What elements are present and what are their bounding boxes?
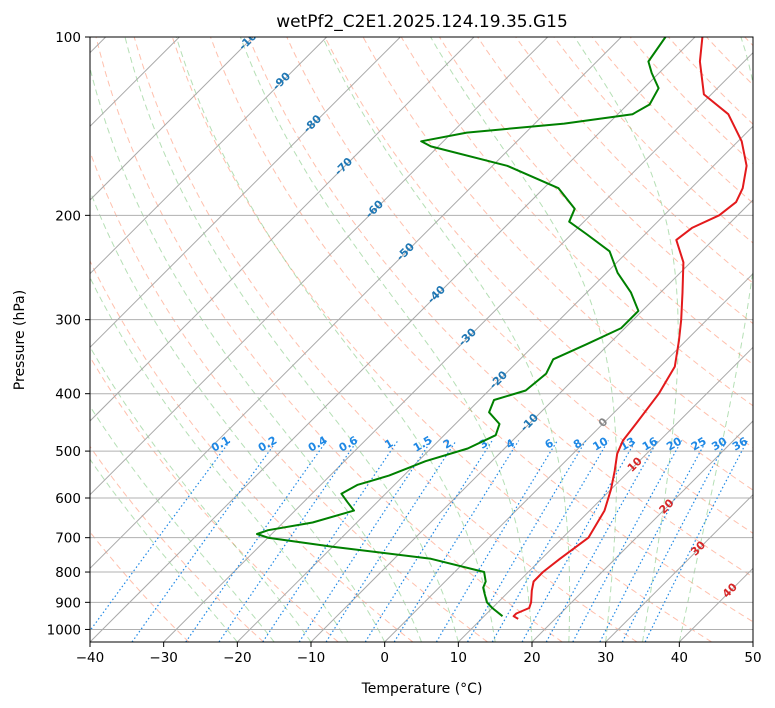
plot-frame <box>89 36 754 643</box>
mixing-ratio-line <box>491 440 609 642</box>
x-tick-label: −20 <box>223 650 252 666</box>
mixing-ratio-line <box>572 440 683 642</box>
dry-adiabat-line <box>133 37 638 642</box>
y-axis-ticks: 100 200 300 400 500 600 700 800 900 1000 <box>47 30 90 638</box>
isotherm-line <box>605 493 753 642</box>
dry-adiabat-line <box>515 37 753 284</box>
x-tick-label: −10 <box>297 650 326 666</box>
y-tick-label: 600 <box>55 491 81 507</box>
dry-adiabat-line <box>286 37 753 534</box>
dry-adiabat-line <box>210 37 753 623</box>
isotherm-line <box>163 51 753 642</box>
dry-adiabat-line <box>248 37 753 578</box>
isotherm-line <box>90 37 549 496</box>
isotherm-line <box>90 37 328 275</box>
x-tick-label: 40 <box>671 650 688 666</box>
x-axis-label: Temperature (°C) <box>361 681 483 697</box>
isotherm-line <box>310 199 753 642</box>
dry-adiabat-line <box>171 37 712 642</box>
x-tick-label: 10 <box>450 650 467 666</box>
dry-adiabat-line <box>90 259 414 642</box>
moist-adiabat-line <box>430 37 617 642</box>
y-tick-label: 800 <box>55 565 81 581</box>
y-tick-label: 200 <box>55 208 81 224</box>
mixing-ratio-line <box>325 440 457 642</box>
moist-adiabat-line <box>90 276 349 642</box>
moist-adiabat-line <box>90 458 238 642</box>
mixing-ratio-line <box>435 440 558 642</box>
mixing-ratio-line <box>131 440 278 642</box>
moist-adiabat-line <box>574 37 679 642</box>
mixing-ratio-line <box>393 440 520 642</box>
x-tick-label: 50 <box>744 650 761 666</box>
isotherm-line <box>384 272 753 642</box>
chart-title: wetPf2_C2E1.2025.124.19.35.G15 <box>276 12 568 32</box>
isotherm-line <box>90 37 696 642</box>
y-tick-label: 900 <box>55 595 81 611</box>
y-tick-label: 700 <box>55 531 81 547</box>
x-tick-label: 30 <box>597 650 614 666</box>
moist-adiabat-line <box>90 189 386 642</box>
dry-adiabat-line <box>95 37 563 642</box>
dry-adiabat-line <box>324 37 753 491</box>
isotherm-line <box>90 37 254 201</box>
mixing-ratio-line <box>545 440 659 642</box>
y-tick-label: 500 <box>55 444 81 460</box>
isotherm-line <box>531 420 753 642</box>
mixing-ratio-line <box>90 440 231 632</box>
dry-adiabats <box>90 37 753 642</box>
moist-adiabat-line <box>678 37 753 642</box>
x-tick-label: −40 <box>76 650 105 666</box>
isotherm-line <box>90 37 401 349</box>
x-axis-ticks: −40 −30 −20 −10 0 10 20 30 40 50 <box>76 642 762 666</box>
mixing-ratio-line <box>521 440 637 642</box>
moist-adiabat-line <box>322 37 571 642</box>
isotherms <box>90 37 753 642</box>
x-tick-label: −30 <box>149 650 178 666</box>
moist-adiabat-line <box>124 37 459 642</box>
plot-area: -100-90-80-70-60-50-40-30-20-10 010203040… <box>90 37 753 642</box>
mixing-ratio-line <box>644 440 748 642</box>
isotherm-line <box>90 37 475 422</box>
mixing-ratio-lines <box>90 440 748 642</box>
moist-adiabat-line <box>90 65 422 642</box>
mixing-ratio-line <box>466 440 587 642</box>
dry-adiabat-line <box>90 445 264 642</box>
y-tick-label: 400 <box>55 387 81 403</box>
y-tick-label: 100 <box>55 30 81 46</box>
y-tick-label: 1000 <box>47 622 81 638</box>
x-tick-label: 0 <box>380 650 389 666</box>
profile-series <box>256 37 748 620</box>
moist-adiabat-line <box>239 37 533 642</box>
moist-adiabat-line <box>90 405 275 642</box>
dry-adiabat-line <box>90 356 339 642</box>
dewpoint-profile-line <box>256 37 667 617</box>
isotherm-line <box>90 37 622 570</box>
isotherm-line <box>457 346 753 642</box>
mixing-ratio-line <box>298 440 432 642</box>
x-tick-label: 20 <box>523 650 540 666</box>
y-axis-label: Pressure (hPa) <box>12 290 28 390</box>
mixing-ratio-line <box>262 440 399 642</box>
y-tick-label: 300 <box>55 313 81 329</box>
mixing-ratio-line <box>364 440 493 642</box>
mixing-ratio-line <box>185 440 328 642</box>
temperature-profile-line <box>512 37 748 620</box>
isotherm-line <box>236 125 753 642</box>
